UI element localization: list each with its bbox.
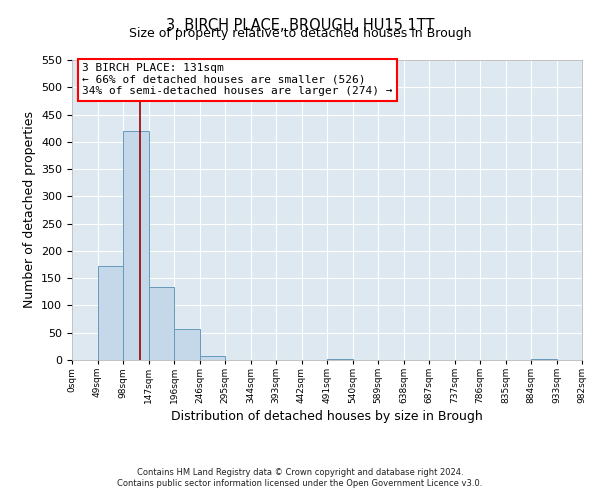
Text: 3 BIRCH PLACE: 131sqm
← 66% of detached houses are smaller (526)
34% of semi-det: 3 BIRCH PLACE: 131sqm ← 66% of detached … bbox=[82, 63, 392, 96]
X-axis label: Distribution of detached houses by size in Brough: Distribution of detached houses by size … bbox=[171, 410, 483, 424]
Bar bbox=[174, 329, 199, 360]
Bar bbox=[97, 266, 123, 360]
Bar bbox=[531, 359, 557, 360]
Text: Size of property relative to detached houses in Brough: Size of property relative to detached ho… bbox=[129, 28, 471, 40]
Text: 3, BIRCH PLACE, BROUGH, HU15 1TT: 3, BIRCH PLACE, BROUGH, HU15 1TT bbox=[166, 18, 434, 32]
Y-axis label: Number of detached properties: Number of detached properties bbox=[23, 112, 35, 308]
Bar bbox=[123, 131, 149, 360]
Bar bbox=[199, 356, 225, 360]
Text: Contains HM Land Registry data © Crown copyright and database right 2024.
Contai: Contains HM Land Registry data © Crown c… bbox=[118, 468, 482, 487]
Bar bbox=[327, 359, 353, 360]
Bar bbox=[149, 288, 174, 360]
